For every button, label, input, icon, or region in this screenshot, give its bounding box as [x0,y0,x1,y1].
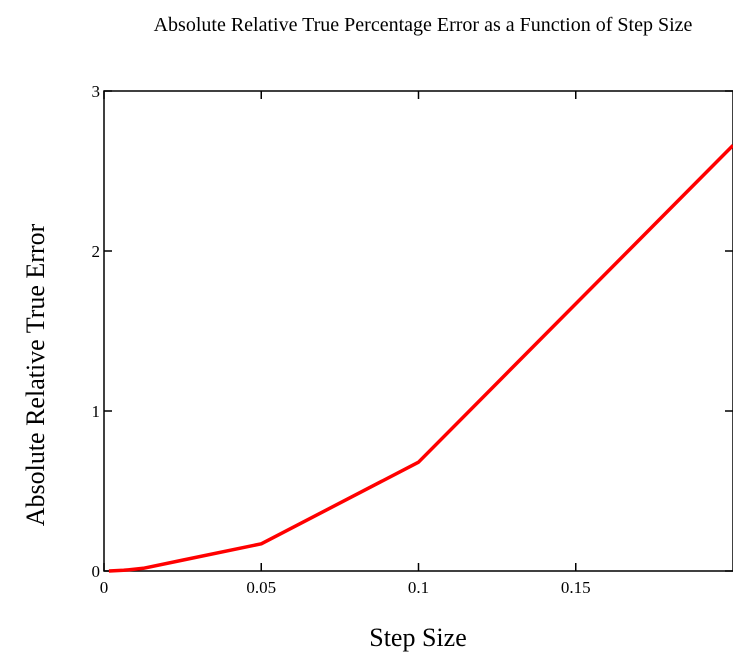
x-tick-label: 0.15 [561,578,591,597]
chart-title: Absolute Relative True Percentage Error … [153,14,693,36]
x-tick-label: 0.1 [408,578,429,597]
y-tick-label: 2 [92,242,101,261]
y-tick-label: 3 [92,82,101,101]
y-axis-label: Absolute Relative True Error [21,223,50,527]
y-tick-label: 1 [92,402,101,421]
x-tick-label: 0.05 [246,578,276,597]
y-tick-label: 0 [92,562,101,581]
x-axis-label: Step Size [369,623,467,652]
x-tick-label: 0 [100,578,109,597]
plot-frame [103,90,733,572]
series-line-1 [108,144,733,573]
chart-title-container: Absolute Relative True Percentage Error … [134,12,712,66]
